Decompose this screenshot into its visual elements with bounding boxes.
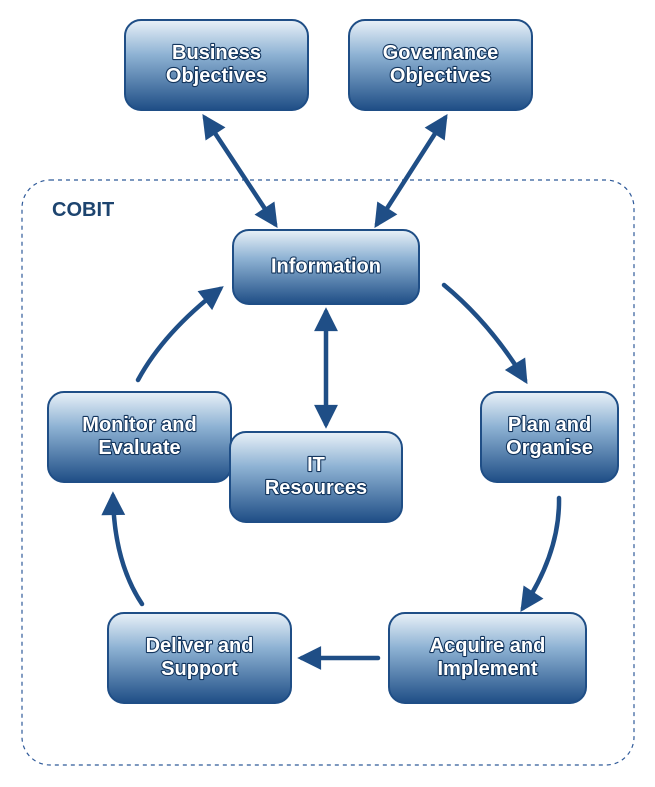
- node-gov-label-0: Governance: [383, 42, 499, 64]
- node-plan-label-0: Plan and: [508, 414, 591, 436]
- node-bus-label-0: Business: [172, 42, 261, 64]
- node-plan: Plan andPlan andOrganiseOrganise: [481, 392, 618, 482]
- edge-info-plan: [444, 285, 525, 380]
- node-mon-label-0: Monitor and: [82, 414, 196, 436]
- edge-mon-info: [138, 289, 220, 380]
- node-gov-label-1: Objectives: [390, 65, 491, 87]
- node-del-label-0: Deliver and: [146, 635, 254, 657]
- node-itr: ITITResourcesResources: [230, 432, 402, 522]
- node-gov: GovernanceGovernanceObjectivesObjectives: [349, 20, 532, 110]
- edge-info-gov: [377, 118, 445, 224]
- edge-info-bus: [205, 118, 275, 224]
- node-plan-label-1: Organise: [506, 437, 593, 459]
- node-del-label-1: Support: [161, 658, 238, 680]
- edge-del-mon: [113, 496, 142, 604]
- node-bus: BusinessBusinessObjectivesObjectives: [125, 20, 308, 110]
- node-info: InformationInformation: [233, 230, 419, 304]
- node-del: Deliver andDeliver andSupportSupport: [108, 613, 291, 703]
- edge-plan-acq: [523, 498, 559, 608]
- node-itr-label-1: Resources: [265, 477, 367, 499]
- node-mon: Monitor andMonitor andEvaluateEvaluate: [48, 392, 231, 482]
- node-acq: Acquire andAcquire andImplementImplement: [389, 613, 586, 703]
- node-acq-label-0: Acquire and: [430, 635, 546, 657]
- cobit-label: COBIT: [52, 199, 114, 221]
- node-mon-label-1: Evaluate: [98, 437, 180, 459]
- node-bus-label-1: Objectives: [166, 65, 267, 87]
- node-info-label-0: Information: [271, 255, 381, 277]
- node-itr-label-0: IT: [307, 454, 325, 476]
- node-acq-label-1: Implement: [437, 658, 537, 680]
